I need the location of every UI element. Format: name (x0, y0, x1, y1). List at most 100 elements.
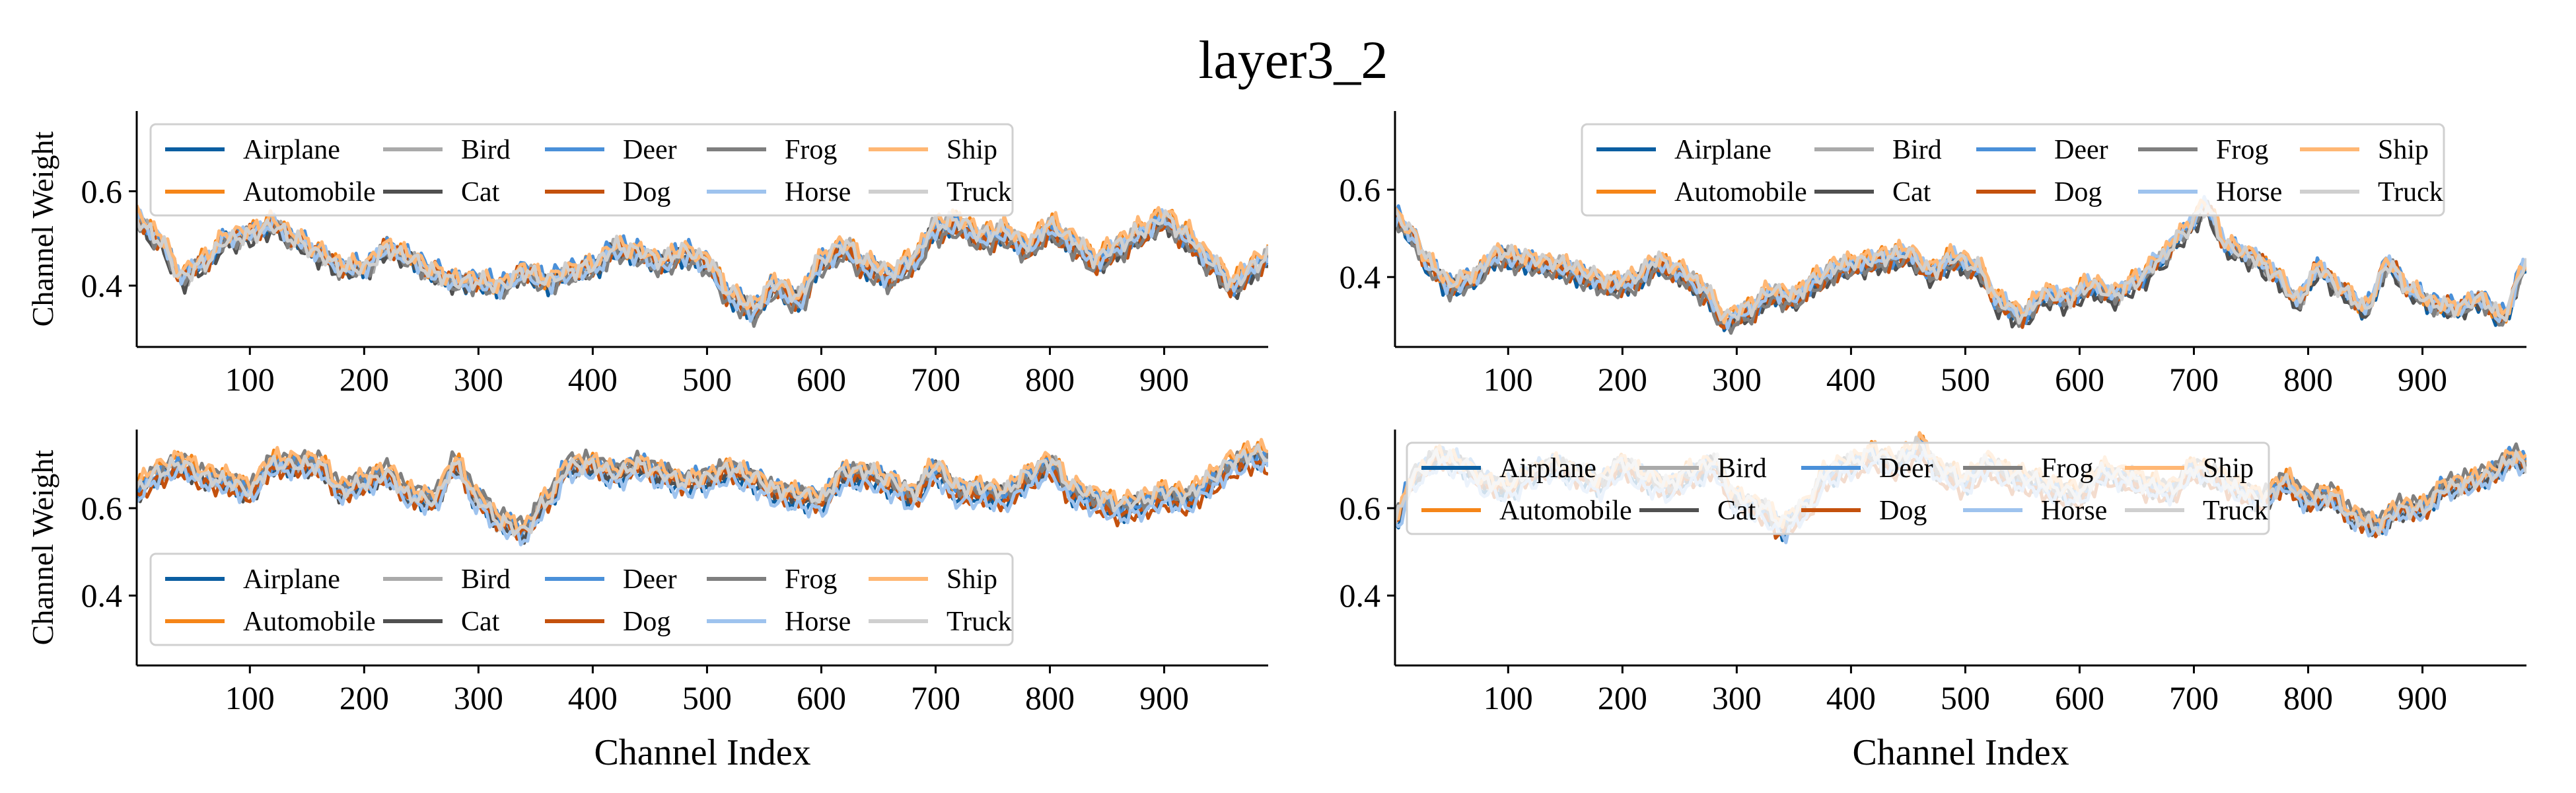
x-tick-label: 400 (1826, 679, 1876, 716)
legend-item-truck: Truck (2125, 496, 2268, 526)
legend-label: Automobile (1499, 496, 1632, 526)
series-line-truck (137, 209, 1268, 310)
legend-label: Bird (461, 135, 511, 165)
series-line-truck (1395, 204, 2526, 325)
series-line-ship (1395, 198, 2526, 324)
legend-label: Automobile (243, 177, 376, 208)
legend-item-automobile: Automobile (1596, 177, 1807, 208)
x-tick-label: 800 (2283, 361, 2333, 398)
x-tick-label: 700 (911, 361, 960, 398)
legend-label: Cat (1892, 177, 1931, 208)
legend-label: Dog (1879, 496, 1927, 526)
legend-item-frog: Frog (2138, 135, 2268, 165)
y-tick-label: 0.6 (1340, 171, 1381, 208)
subplot-bottom-right: 100 200 300 400 500 600 700 800 900 0.4 0.6 Channel… (1340, 430, 2526, 773)
legend-item-dog: Dog (1801, 496, 1927, 526)
y-tick-label: 0.4 (1340, 577, 1381, 614)
series-line-truck (137, 443, 1268, 537)
y-tick-label: 0.6 (81, 490, 123, 527)
x-tick-label: 600 (797, 361, 846, 398)
legend-frame (1406, 441, 2270, 535)
legend-label: Ship (2378, 135, 2429, 165)
legend-label: Bird (1892, 135, 1942, 165)
x-tick-label: 500 (1941, 679, 1990, 716)
legend-frame (1581, 123, 2445, 217)
legend-label: Automobile (1674, 177, 1807, 208)
legend-item-airplane: Airplane (165, 135, 340, 165)
legend-item-bird: Bird (383, 564, 511, 595)
legend-label: Ship (947, 135, 997, 165)
legend-item-horse: Horse (707, 177, 851, 208)
legend-label: Dog (623, 607, 670, 637)
x-tick-label: 700 (911, 679, 960, 716)
series-lines (137, 204, 1268, 328)
legend-item-ship: Ship (869, 564, 997, 595)
legend-item-airplane: Airplane (1596, 135, 1771, 165)
x-tick-label: 400 (568, 679, 618, 716)
legend-item-airplane: Airplane (165, 564, 340, 595)
legend-label: Deer (623, 135, 677, 165)
legend-item-cat: Cat (383, 607, 500, 637)
legend-item-bird: Bird (383, 135, 511, 165)
legend-item-dog: Dog (1976, 177, 2102, 208)
legend-label: Frog (2216, 135, 2268, 165)
legend: Airplane Automobile Bird Cat Deer Dog Frog Hors… (149, 552, 1014, 646)
y-axis-label: Channel Weight (26, 449, 59, 645)
legend-label: Horse (2041, 496, 2107, 526)
x-tick-label: 800 (2283, 679, 2333, 716)
series-line-horse (137, 208, 1268, 323)
x-tick-label: 500 (682, 361, 732, 398)
legend-label: Horse (2216, 177, 2282, 208)
legend-item-truck: Truck (2300, 177, 2443, 208)
legend-label: Bird (461, 564, 511, 595)
legend-label: Truck (2203, 496, 2268, 526)
legend-item-deer: Deer (1801, 453, 1933, 484)
legend-label: Ship (2203, 453, 2254, 484)
legend-label: Deer (2054, 135, 2108, 165)
x-tick-label: 900 (1139, 679, 1189, 716)
series-line-ship (137, 437, 1268, 534)
x-tick-label: 500 (682, 679, 732, 716)
x-tick-label: 900 (1139, 361, 1189, 398)
legend-item-deer: Deer (1976, 135, 2108, 165)
legend-item-automobile: Automobile (165, 177, 376, 208)
x-tick-label: 100 (1484, 679, 1533, 716)
x-tick-label: 300 (1712, 361, 1762, 398)
legend-label: Horse (785, 177, 851, 208)
x-tick-label: 400 (568, 361, 618, 398)
x-tick-label: 600 (2055, 679, 2104, 716)
legend-item-cat: Cat (1639, 496, 1756, 526)
legend-label: Airplane (243, 564, 340, 595)
x-tick-label: 300 (454, 679, 503, 716)
x-tick-label: 100 (225, 361, 275, 398)
x-tick-label: 900 (2398, 361, 2447, 398)
legend-item-frog: Frog (1963, 453, 2093, 484)
subplot-top-left: 100 200 300 400 500 600 700 800 900 0.4 0.6 Channel… (26, 111, 1268, 398)
series-lines (1395, 195, 2526, 335)
x-tick-label: 300 (1712, 679, 1762, 716)
series-lines (137, 437, 1268, 547)
legend-frame (149, 123, 1014, 217)
x-tick-label: 100 (1484, 361, 1533, 398)
y-tick-label: 0.4 (1340, 258, 1381, 295)
legend-item-airplane: Airplane (1421, 453, 1596, 484)
legend-item-frog: Frog (707, 135, 837, 165)
x-tick-label: 800 (1025, 679, 1075, 716)
legend-item-automobile: Automobile (1421, 496, 1632, 526)
legend-item-truck: Truck (869, 177, 1012, 208)
x-tick-label: 300 (454, 361, 503, 398)
x-tick-label: 200 (1598, 361, 1647, 398)
legend-item-deer: Deer (545, 564, 677, 595)
legend-item-horse: Horse (2138, 177, 2282, 208)
legend-label: Dog (2054, 177, 2102, 208)
legend-label: Truck (2378, 177, 2443, 208)
legend-label: Deer (623, 564, 677, 595)
subplot-bottom-left: 100 200 300 400 500 600 700 800 900 0.4 0.6 Channel… (26, 430, 1268, 773)
legend-item-cat: Cat (1814, 177, 1931, 208)
legend-label: Ship (947, 564, 997, 595)
legend-label: Horse (785, 607, 851, 637)
legend-item-horse: Horse (1963, 496, 2107, 526)
legend-label: Frog (785, 135, 837, 165)
legend-label: Cat (461, 607, 500, 637)
x-tick-label: 600 (797, 679, 846, 716)
